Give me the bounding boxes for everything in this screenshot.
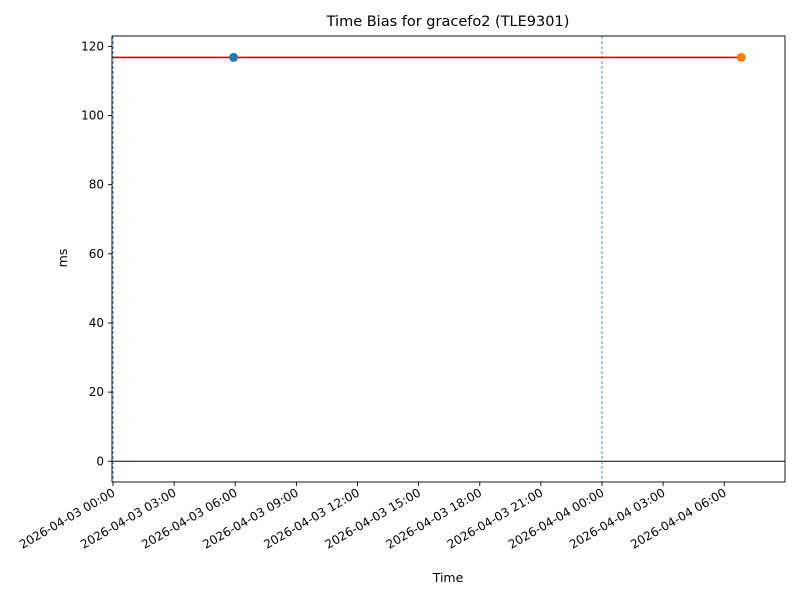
x-tick-label: 2026-04-03 00:00 bbox=[17, 485, 118, 551]
chart-title: Time Bias for gracefo2 (TLE9301) bbox=[326, 14, 570, 30]
data-point bbox=[229, 52, 239, 62]
y-tick-label: 40 bbox=[89, 316, 104, 330]
y-tick-label: 20 bbox=[89, 385, 104, 399]
y-tick-label: 60 bbox=[89, 247, 104, 261]
y-axis-label: ms bbox=[55, 249, 70, 268]
y-tick-label: 80 bbox=[89, 178, 104, 192]
y-tick-label: 120 bbox=[81, 39, 104, 53]
y-tick-label: 0 bbox=[96, 454, 104, 468]
axes-frame bbox=[111, 35, 786, 483]
plot-layer bbox=[112, 36, 785, 482]
x-axis-label: Time bbox=[432, 570, 464, 585]
y-tick-label: 100 bbox=[81, 109, 104, 123]
data-point bbox=[736, 52, 746, 62]
